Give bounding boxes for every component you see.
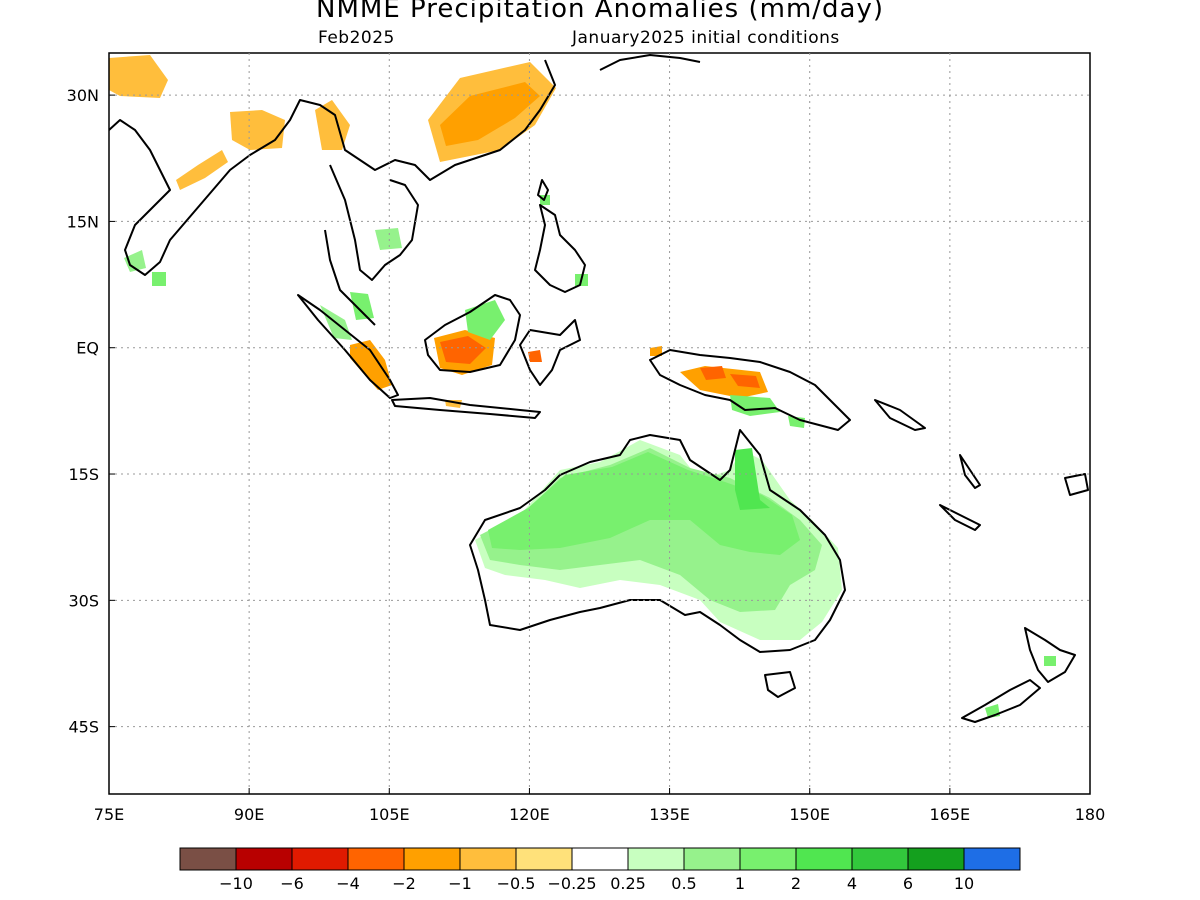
new-guinea-east-wet	[788, 416, 805, 428]
longitude-tick-label: 150E	[789, 805, 830, 824]
colorbar-swatch	[683, 847, 741, 871]
latitude-tick-label: 15N	[67, 212, 99, 231]
colorbar-swatch	[515, 847, 573, 871]
colorbar-label: 6	[903, 874, 913, 893]
new-guinea-dry	[680, 366, 768, 398]
colorbar-swatch	[235, 847, 293, 871]
new-guinea-coastline	[649, 349, 851, 431]
colorbar-swatch	[291, 847, 349, 871]
coastline-layer	[109, 54, 1089, 723]
map-frame	[108, 52, 1091, 795]
new-zealand-south-coastline	[961, 679, 1041, 723]
northwest-india-dry	[176, 150, 228, 190]
new-guinea-core-dry	[730, 374, 760, 388]
tibet-dry	[230, 110, 285, 150]
sulawesi-dry	[528, 350, 542, 362]
sri-lanka-wet	[152, 272, 166, 286]
fiji-coastline	[1064, 473, 1089, 496]
malay-peninsula-coastline	[324, 229, 376, 326]
colorbar-label: 0.25	[610, 874, 646, 893]
colorbar: −10 −6 −4 −2 −1 −0.5 −0.25 0.25 0.5 1 2 4 6 10	[179, 847, 1021, 893]
sumatra-south-dry	[350, 340, 392, 390]
indochina-coastline	[329, 164, 419, 281]
india-south-wet	[124, 250, 146, 272]
bird-head-dry	[650, 346, 662, 356]
colorbar-label: −0.5	[497, 874, 536, 893]
new-zealand-north-coastline	[1024, 627, 1076, 683]
longitude-tick-label: 90E	[234, 805, 264, 824]
latitude-tick-label: 15S	[68, 465, 99, 484]
colorbar-swatch	[347, 847, 405, 871]
longitude-tick-label: 120E	[509, 805, 550, 824]
initial-conditions-label: January2025 initial conditions	[572, 28, 840, 48]
cape-york-wet	[735, 448, 770, 510]
colorbar-label: −1	[448, 874, 472, 893]
taiwan-coastline	[537, 179, 549, 201]
borneo-north-wet	[465, 300, 505, 340]
latitude-tick-label: 45S	[68, 718, 99, 737]
anomaly-fill-layer	[109, 55, 1056, 718]
map-title: NMME Precipitation Anomalies (mm/day)	[316, 0, 884, 24]
colorbar-label: −0.25	[547, 874, 596, 893]
colorbar-label: 1	[735, 874, 745, 893]
philippines-coastline	[534, 204, 586, 293]
colorbar-label: −2	[392, 874, 416, 893]
longitude-tick-label: 135E	[649, 805, 690, 824]
colorbar-label: 0.5	[671, 874, 696, 893]
forecast-month: Feb2025	[318, 28, 395, 48]
latitude-tick-label: 30S	[68, 591, 99, 610]
australia-coastline	[469, 429, 846, 653]
latitude-tick-label: 30N	[67, 86, 99, 105]
longitude-tick-label: 180	[1075, 805, 1106, 824]
longitude-axis: 75E 90E 105E 120E 135E 150E 165E 180	[94, 788, 1106, 824]
new-guinea-core-dry	[700, 366, 726, 380]
new-caledonia-coastline	[939, 504, 981, 531]
colorbar-swatch	[851, 847, 909, 871]
colorbar-swatch	[907, 847, 965, 871]
colorbar-label: −4	[336, 874, 360, 893]
colorbar-swatch	[571, 847, 629, 871]
sumatra-coastline	[297, 294, 399, 399]
longitude-tick-label: 165E	[930, 805, 971, 824]
malaya-wet	[350, 292, 374, 320]
colorbar-label: 4	[847, 874, 857, 893]
new-zealand-north-wet	[1044, 656, 1056, 666]
latitude-axis: 30N 15N EQ 15S 30S 45S	[67, 86, 115, 737]
colorbar-swatch	[963, 847, 1021, 871]
longitude-tick-label: 75E	[94, 805, 124, 824]
colorbar-swatch	[459, 847, 517, 871]
colorbar-label: 2	[791, 874, 801, 893]
colorbar-swatch	[739, 847, 797, 871]
borneo-core-dry	[440, 336, 486, 364]
colorbar-swatch	[403, 847, 461, 871]
asia-coastline	[109, 59, 556, 276]
java-coastline	[391, 397, 541, 419]
new-guinea-wet	[730, 395, 780, 416]
solomon-islands-coastline	[874, 399, 926, 431]
colorbar-swatch	[795, 847, 853, 871]
borneo-coastline	[424, 294, 521, 373]
graticule	[109, 53, 1090, 794]
sulawesi-coastline	[519, 319, 581, 386]
china-core-dry	[440, 82, 540, 146]
indochina-wet	[375, 228, 402, 250]
latitude-tick-label: EQ	[76, 339, 99, 358]
northwest-india-dry	[109, 55, 168, 98]
australia-north-wet	[488, 452, 800, 555]
colorbar-swatch	[627, 847, 685, 871]
japan-coastline	[599, 54, 701, 71]
longitude-tick-label: 105E	[369, 805, 410, 824]
colorbar-swatch	[179, 847, 237, 871]
tasmania-coastline	[764, 671, 796, 698]
colorbar-label: 10	[954, 874, 974, 893]
tibet-dry	[315, 100, 350, 150]
colorbar-label: −6	[280, 874, 304, 893]
colorbar-label: −10	[219, 874, 253, 893]
vanuatu-coastline	[959, 454, 981, 489]
